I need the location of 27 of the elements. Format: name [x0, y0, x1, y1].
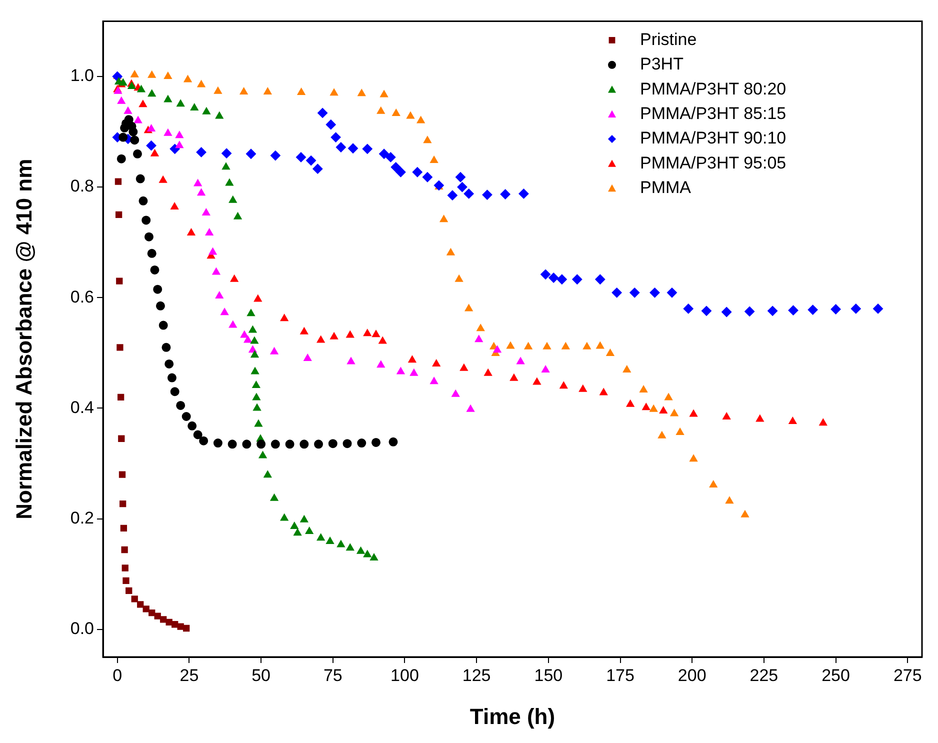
- y-tick-label: 0.2: [70, 508, 94, 528]
- x-tick-label: 175: [606, 666, 634, 685]
- legend-label: PMMA/P3HT 85:15: [640, 104, 786, 123]
- legend-label: PMMA/P3HT 80:20: [640, 79, 786, 98]
- x-tick-label: 75: [323, 666, 342, 685]
- x-tick-label: 100: [390, 666, 419, 685]
- legend-label: PMMA: [640, 178, 692, 198]
- x-tick-label: 50: [252, 666, 271, 685]
- y-axis-title: Normalized Absorbance @ 410 nm: [11, 158, 36, 520]
- y-tick-label: 0.6: [70, 287, 94, 306]
- x-axis-title: Time (h): [470, 704, 556, 729]
- y-tick-label: 0.8: [70, 176, 94, 196]
- x-tick-label: 200: [678, 666, 706, 685]
- x-tick-label: 0: [112, 666, 122, 685]
- y-tick-label: 0.4: [70, 398, 94, 417]
- x-tick-label: 25: [180, 666, 199, 685]
- x-tick-label: 250: [822, 666, 850, 685]
- x-tick-label: 150: [534, 666, 563, 685]
- legend-label: PMMA/P3HT 95:05: [640, 153, 786, 172]
- y-tick-label: 0.0: [70, 619, 94, 638]
- legend-label: P3HT: [640, 54, 684, 74]
- y-tick-label: 1.0: [70, 66, 94, 86]
- legend-label: Pristine: [640, 30, 697, 49]
- x-tick-label: 275: [893, 666, 922, 685]
- x-tick-label: 225: [750, 666, 778, 685]
- legend-label: PMMA/P3HT 90:10: [640, 128, 786, 148]
- x-tick-label: 125: [462, 666, 491, 685]
